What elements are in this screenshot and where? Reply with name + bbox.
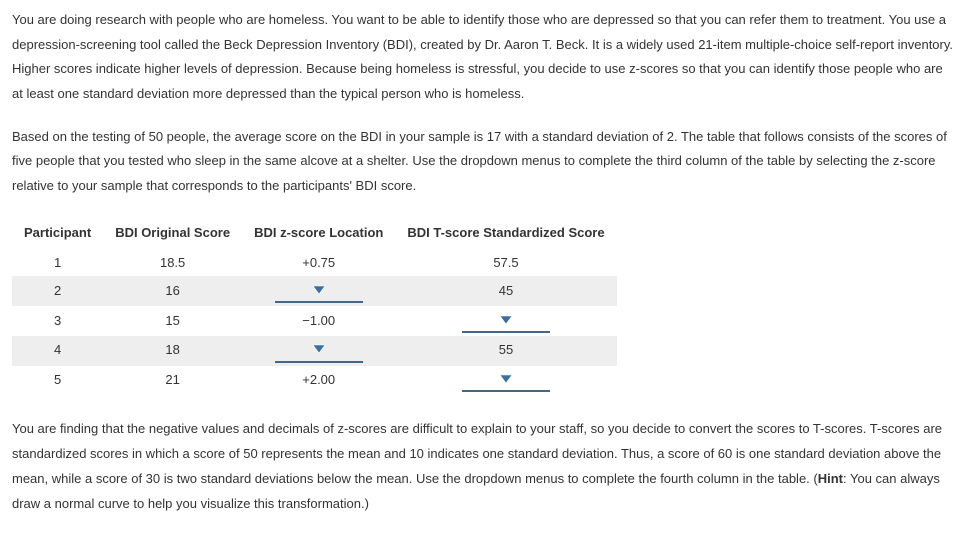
t-score-dropdown[interactable] bbox=[462, 369, 550, 393]
cell-tscore: 55 bbox=[395, 336, 616, 366]
cell-original-score: 21 bbox=[103, 366, 242, 396]
bdi-table: Participant BDI Original Score BDI z-sco… bbox=[12, 217, 617, 396]
z-score-dropdown[interactable] bbox=[275, 279, 363, 303]
cell-participant: 1 bbox=[12, 250, 103, 277]
cell-zscore bbox=[242, 276, 395, 306]
col-header-original: BDI Original Score bbox=[103, 217, 242, 250]
cell-zscore: +0.75 bbox=[242, 250, 395, 277]
cell-participant: 3 bbox=[12, 306, 103, 336]
col-header-tscore: BDI T-score Standardized Score bbox=[395, 217, 616, 250]
chevron-down-icon bbox=[499, 374, 513, 384]
cell-participant: 4 bbox=[12, 336, 103, 366]
chevron-down-icon bbox=[312, 285, 326, 295]
col-header-participant: Participant bbox=[12, 217, 103, 250]
cell-tscore bbox=[395, 366, 616, 396]
table-row: 418 55 bbox=[12, 336, 617, 366]
cell-zscore bbox=[242, 336, 395, 366]
cell-original-score: 16 bbox=[103, 276, 242, 306]
p3-before: You are finding that the negative values… bbox=[12, 421, 942, 485]
cell-tscore bbox=[395, 306, 616, 336]
cell-tscore: 45 bbox=[395, 276, 616, 306]
cell-participant: 2 bbox=[12, 276, 103, 306]
cell-original-score: 18.5 bbox=[103, 250, 242, 277]
intro-paragraph-2: Based on the testing of 50 people, the a… bbox=[12, 125, 955, 199]
table-row: 216 45 bbox=[12, 276, 617, 306]
cell-zscore: −1.00 bbox=[242, 306, 395, 336]
z-score-dropdown[interactable] bbox=[275, 339, 363, 363]
chevron-down-icon bbox=[312, 344, 326, 354]
table-row: 521+2.00 bbox=[12, 366, 617, 396]
cell-tscore: 57.5 bbox=[395, 250, 616, 277]
table-row: 118.5+0.7557.5 bbox=[12, 250, 617, 277]
cell-zscore: +2.00 bbox=[242, 366, 395, 396]
cell-participant: 5 bbox=[12, 366, 103, 396]
t-score-paragraph: You are finding that the negative values… bbox=[12, 417, 955, 516]
intro-paragraph-1: You are doing research with people who a… bbox=[12, 8, 955, 107]
col-header-zscore: BDI z-score Location bbox=[242, 217, 395, 250]
t-score-dropdown[interactable] bbox=[462, 309, 550, 333]
chevron-down-icon bbox=[499, 315, 513, 325]
table-row: 315−1.00 bbox=[12, 306, 617, 336]
hint-label: Hint bbox=[818, 471, 843, 486]
cell-original-score: 18 bbox=[103, 336, 242, 366]
cell-original-score: 15 bbox=[103, 306, 242, 336]
